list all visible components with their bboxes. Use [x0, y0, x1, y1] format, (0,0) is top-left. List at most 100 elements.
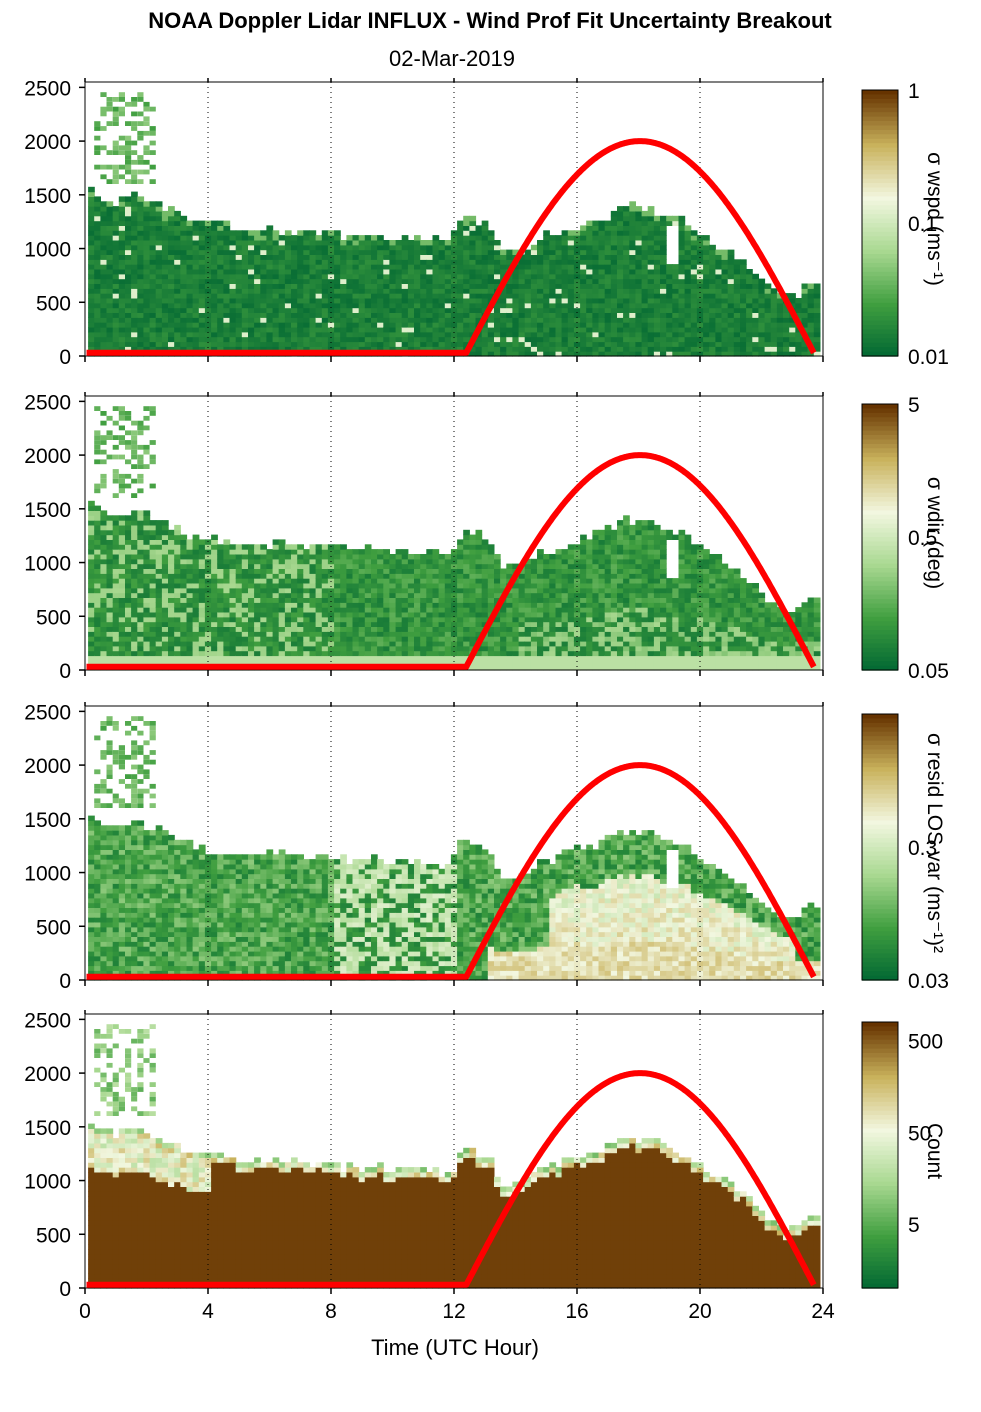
heatmap-cell [149, 544, 157, 550]
heatmap-cell [653, 244, 661, 251]
heatmap-cell [112, 336, 120, 343]
heatmap-cell [192, 259, 200, 265]
heatmap-cell [364, 626, 372, 632]
heatmap-cell [112, 174, 119, 180]
heatmap-cell [444, 573, 452, 579]
heatmap-cell [217, 278, 224, 284]
heatmap-cell [88, 307, 95, 313]
heatmap-cell [377, 336, 384, 343]
heatmap-cell [377, 273, 384, 280]
heatmap-cell [100, 288, 108, 294]
heatmap-cell [131, 578, 138, 584]
heatmap-cell [278, 240, 286, 246]
heatmap-cell [112, 607, 120, 613]
heatmap-cell [334, 278, 341, 284]
heatmap-cell [352, 578, 360, 584]
heatmap-cell [254, 336, 261, 343]
heatmap-cell [364, 283, 372, 289]
heatmap-cell [143, 298, 151, 304]
heatmap-cell [106, 150, 113, 155]
heatmap-cell [266, 249, 274, 255]
heatmap-cell [438, 312, 446, 318]
heatmap-cell [641, 220, 649, 226]
heatmap-cell [94, 150, 101, 155]
heatmap-cell [143, 636, 151, 642]
heatmap-cell [696, 278, 704, 284]
heatmap-cell [174, 307, 181, 313]
heatmap-cell [340, 645, 347, 652]
heatmap-cell [143, 515, 151, 521]
heatmap-cell [389, 568, 397, 574]
heatmap-cell [524, 327, 532, 333]
heatmap-cell [604, 341, 612, 347]
heatmap-cell [340, 240, 347, 246]
heatmap-cell [703, 307, 710, 313]
heatmap-cell [88, 573, 95, 579]
heatmap-cell [494, 341, 501, 347]
heatmap-cell [555, 235, 563, 241]
heatmap-cell [561, 322, 569, 328]
heatmap-cell [512, 278, 520, 284]
heatmap-cell [500, 269, 507, 275]
heatmap-cell [377, 578, 384, 584]
heatmap-cell [211, 544, 218, 550]
heatmap-cell [678, 293, 686, 299]
heatmap-cell [321, 592, 329, 598]
heatmap-cell [321, 346, 329, 352]
colorbar-swatch [862, 316, 898, 322]
heatmap-cell [635, 249, 643, 255]
heatmap-cell [647, 298, 655, 304]
heatmap-cell [629, 327, 636, 333]
heatmap-cell [100, 336, 108, 343]
heatmap-cell [696, 341, 704, 347]
heatmap-cell [469, 597, 477, 603]
heatmap-cell [94, 558, 101, 565]
heatmap-cell [211, 331, 218, 338]
heatmap-cell [561, 230, 569, 236]
heatmap-cell [168, 206, 175, 212]
heatmap-cell [555, 283, 563, 289]
heatmap-cell [284, 544, 292, 550]
heatmap-cell [248, 641, 255, 647]
heatmap-cell [131, 293, 138, 299]
heatmap-cell [266, 244, 274, 251]
heatmap-cell [340, 269, 347, 275]
heatmap-cell [315, 636, 323, 642]
heatmap-cell [660, 341, 667, 347]
heatmap-cell [420, 278, 427, 284]
heatmap-cell [641, 259, 649, 265]
heatmap-cell [118, 549, 126, 555]
heatmap-cell [254, 645, 261, 652]
heatmap-cell [125, 583, 132, 589]
heatmap-cell [235, 616, 243, 623]
heatmap-cell [137, 636, 145, 642]
heatmap-cell [678, 327, 686, 333]
heatmap-cell [420, 626, 427, 632]
heatmap-cell [125, 544, 132, 550]
heatmap-cell [475, 351, 483, 357]
heatmap-cell [241, 587, 249, 594]
heatmap-cell [291, 244, 298, 251]
heatmap-cell [377, 312, 384, 318]
heatmap-cell [715, 341, 723, 347]
heatmap-cell [383, 244, 390, 251]
heatmap-cell [260, 254, 267, 260]
heatmap-cell [198, 230, 206, 236]
heatmap-cell [660, 240, 667, 246]
heatmap-cell [383, 312, 390, 318]
heatmap-cell [143, 235, 151, 241]
heatmap-cell [100, 346, 108, 352]
heatmap-cell [610, 249, 618, 255]
heatmap-cell [475, 302, 483, 309]
heatmap-cell [198, 278, 206, 284]
heatmap-cell [309, 288, 317, 294]
heatmap-cell [727, 278, 735, 284]
heatmap-cell [94, 244, 101, 251]
heatmap-cell [561, 331, 569, 338]
heatmap-cell [149, 179, 156, 184]
heatmap-cell [450, 293, 458, 299]
heatmap-cell [592, 230, 600, 236]
heatmap-cell [125, 264, 132, 270]
heatmap-cell [297, 607, 304, 613]
heatmap-cell [617, 351, 624, 357]
